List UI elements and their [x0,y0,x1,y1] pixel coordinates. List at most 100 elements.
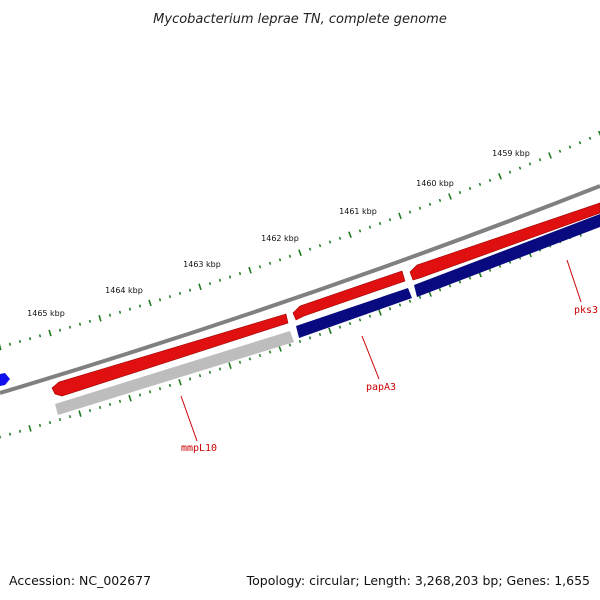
ruler-minor-tick [208,370,212,374]
ruler-minor-tick [298,339,302,344]
ruler-major-tick [378,309,382,316]
ruler-minor-tick [318,332,322,336]
ruler-minor-tick [268,350,272,354]
genome-backbone [0,184,600,395]
ruler-minor-tick [68,325,72,329]
ruler-minor-tick [368,314,372,318]
ruler-major-tick [548,152,552,159]
ruler-major-tick [28,425,32,432]
ruler-minor-tick [338,325,342,329]
ruler-minor-tick [288,343,292,347]
ruler-major-tick [48,329,52,337]
ruler-minor-tick [438,288,442,292]
ruler-minor-tick [578,141,582,145]
ruler-minor-tick [108,402,112,407]
kbp-label: 1464 kbp [105,286,143,295]
ruler-minor-tick [268,261,272,265]
ruler-major-tick [148,299,152,307]
kbp-label: 1465 kbp [27,309,65,318]
ruler-minor-tick [418,206,422,210]
ruler-major-tick [498,173,502,180]
ruler-minor-tick [8,342,12,346]
ruler-minor-tick [198,374,202,378]
ruler-minor-tick [328,240,332,244]
ruler-minor-tick [248,357,252,361]
ruler-minor-tick [458,280,462,284]
feature-papA3-reverse [296,288,412,338]
ruler-minor-tick [308,247,312,251]
ruler-minor-tick [338,236,342,240]
ruler-minor-tick [558,149,562,153]
map-title: Mycobacterium leprae TN, complete genome [153,12,447,27]
ruler-minor-tick [488,268,492,272]
ruler-minor-tick [168,383,172,388]
ruler-minor-tick [398,303,402,307]
ruler-minor-tick [128,307,132,311]
ruler-minor-tick [538,158,542,162]
feature-arrow-mmpL10-forward [51,313,289,397]
ruler-minor-tick [468,276,472,280]
ruler-minor-tick [148,390,152,394]
leader-line-pks3 [566,259,582,303]
ruler-minor-tick [138,393,142,397]
gene-label-mmpL10: mmpL10 [181,443,217,454]
ruler-minor-tick [518,166,522,170]
ruler-major-tick [98,314,102,322]
ruler-minor-tick [388,218,392,222]
ruler-minor-tick [118,310,122,314]
ruler-minor-tick [218,367,222,371]
ruler-minor-tick [38,334,42,338]
feature-pks3-reverse [414,214,600,297]
ruler-minor-tick [38,423,42,428]
ruler-minor-tick [368,225,372,229]
kbp-label: 1463 kbp [183,260,221,269]
ruler-minor-tick [448,284,452,288]
ruler-major-tick [228,362,232,369]
outer-ruler [0,130,600,351]
ruler-minor-tick [568,145,572,149]
gene-label-papA3: papA3 [366,382,396,393]
ruler-major-tick [0,343,2,351]
ruler-minor-tick [88,319,92,323]
ruler-major-tick [328,327,332,335]
kbp-label: 1461 kbp [339,207,377,216]
ruler-minor-tick [358,318,362,322]
ruler-minor-tick [288,254,292,258]
ruler-minor-tick [118,399,122,403]
feature-arrow-pks3-forward [409,202,600,281]
ruler-minor-tick [88,408,92,413]
ruler-minor-tick [468,186,472,191]
ruler-minor-tick [318,244,322,248]
ruler-labels: 1465 kbp 1464 kbp 1463 kbp 1462 kbp 1461… [27,149,530,318]
ruler-major-tick [448,193,452,200]
ruler-minor-tick [208,282,212,286]
ruler-minor-tick [18,339,22,344]
ruler-minor-tick [28,337,32,341]
ruler-minor-tick [58,328,62,332]
ruler-major-tick [178,378,182,386]
feature-arrow-papA3-forward [292,270,406,321]
ruler-minor-tick [58,417,62,422]
ruler-minor-tick [18,429,22,433]
ruler-minor-tick [588,136,592,140]
ruler-minor-tick [278,258,282,262]
kbp-label: 1459 kbp [492,149,530,158]
ruler-minor-tick [388,307,392,311]
ruler-minor-tick [108,313,112,317]
ruler-minor-tick [188,377,192,381]
ruler-minor-tick [428,202,432,206]
ruler-major-tick [198,283,202,291]
ruler-minor-tick [178,291,182,295]
ruler-minor-tick [358,229,362,233]
ruler-minor-tick [238,271,242,276]
leader-line-mmpL10 [180,395,198,442]
kbp-label: 1462 kbp [261,234,299,243]
ruler-major-tick [128,394,132,402]
ruler-minor-tick [308,336,312,340]
ruler-minor-tick [508,170,512,174]
ruler-minor-tick [258,353,262,358]
ruler-minor-tick [528,162,532,166]
ruler-minor-tick [158,387,162,391]
genome-summary-text: Topology: circular; Length: 3,268,203 bp… [246,573,590,588]
